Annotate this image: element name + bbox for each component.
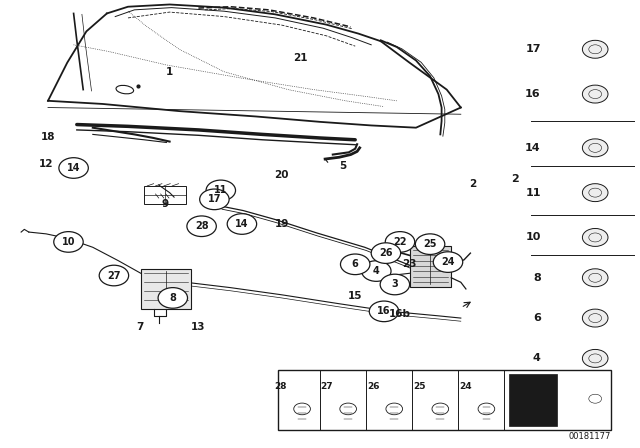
Circle shape [380,274,410,295]
Text: 4: 4 [533,353,541,363]
Text: 18: 18 [41,132,55,142]
Text: 17: 17 [207,194,221,204]
Bar [144,186,186,204]
Circle shape [433,252,463,272]
Circle shape [362,261,391,281]
Text: 6: 6 [352,259,358,269]
Text: 16b: 16b [389,309,411,319]
Text: 17: 17 [525,44,541,54]
Text: 14: 14 [67,163,81,173]
Text: 12: 12 [39,159,53,168]
Text: 25: 25 [413,382,426,391]
Text: 19: 19 [275,219,289,229]
Text: 27: 27 [321,382,333,391]
Text: 8: 8 [170,293,176,303]
Text: 3: 3 [392,280,398,289]
Text: 27: 27 [107,271,121,280]
Text: 24: 24 [459,382,472,391]
Circle shape [340,254,370,275]
Text: 11: 11 [214,185,228,195]
Text: 1: 1 [166,67,173,77]
Text: 23: 23 [403,259,417,269]
Circle shape [227,214,257,234]
Text: 25: 25 [423,239,437,249]
Text: 2: 2 [468,179,476,189]
Circle shape [187,216,216,237]
Text: 28: 28 [275,382,287,391]
Text: 20: 20 [275,170,289,180]
Circle shape [582,228,608,246]
Text: 10: 10 [525,233,541,242]
Circle shape [54,232,83,252]
Text: 00181177: 00181177 [569,432,611,441]
Circle shape [59,158,88,178]
Circle shape [582,40,608,58]
Text: 2: 2 [511,174,518,184]
Bar [278,370,611,430]
Text: 13: 13 [191,322,205,332]
Bar [141,269,191,309]
Text: 11: 11 [525,188,541,198]
Text: 26: 26 [367,382,380,391]
Circle shape [99,265,129,286]
Bar [509,374,557,426]
Circle shape [582,309,608,327]
Text: 22: 22 [393,237,407,247]
Circle shape [415,234,445,254]
Text: 15: 15 [348,291,362,301]
Text: 10: 10 [61,237,76,247]
Circle shape [385,232,415,252]
Text: 16: 16 [525,89,541,99]
Circle shape [582,349,608,367]
Circle shape [582,139,608,157]
Bar [410,246,451,287]
Text: 14: 14 [235,219,249,229]
Circle shape [582,85,608,103]
Circle shape [582,184,608,202]
Text: 26: 26 [379,248,393,258]
Text: 5: 5 [339,161,346,171]
Text: 3: 3 [533,394,541,404]
Text: 8: 8 [533,273,541,283]
Circle shape [206,180,236,201]
Text: 14: 14 [525,143,541,153]
Text: 16: 16 [377,306,391,316]
Text: 28: 28 [195,221,209,231]
Circle shape [582,390,608,408]
Text: 24: 24 [441,257,455,267]
Text: 6: 6 [533,313,541,323]
Circle shape [582,269,608,287]
Text: 9: 9 [161,199,169,209]
Circle shape [369,301,399,322]
Text: 4: 4 [373,266,380,276]
Circle shape [158,288,188,308]
Circle shape [200,189,229,210]
Text: 7: 7 [136,322,143,332]
Circle shape [371,243,401,263]
Text: 21: 21 [294,53,308,63]
